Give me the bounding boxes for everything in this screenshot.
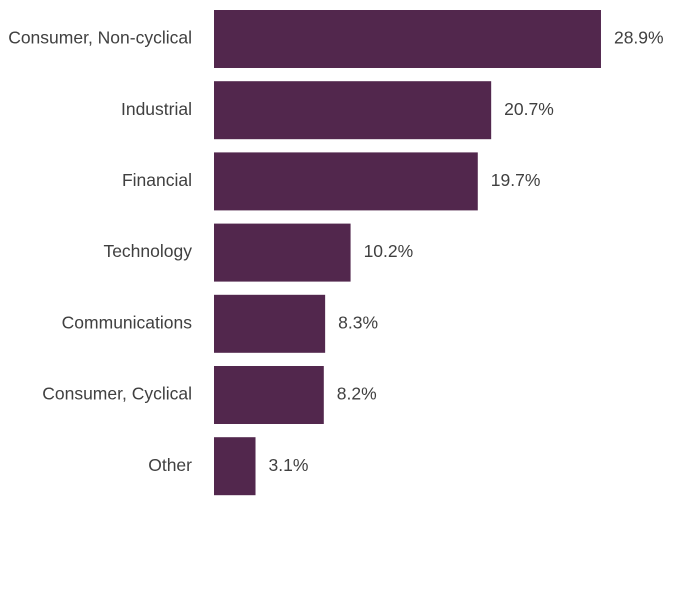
value-label: 8.3%: [338, 312, 378, 332]
value-label: 20.7%: [504, 99, 554, 119]
category-label: Other: [148, 455, 192, 475]
bar: [214, 81, 492, 140]
category-label: Financial: [122, 170, 192, 190]
value-label: 3.1%: [269, 455, 309, 475]
bar: [214, 437, 256, 496]
bar: [214, 152, 478, 211]
bar: [214, 294, 326, 353]
category-label: Industrial: [121, 99, 192, 119]
category-label: Consumer, Cyclical: [42, 384, 192, 404]
category-label: Consumer, Non-cyclical: [8, 28, 192, 48]
category-label: Communications: [62, 312, 193, 332]
bar: [214, 10, 601, 68]
value-label: 8.2%: [337, 384, 377, 404]
value-label: 28.9%: [614, 28, 664, 48]
value-label: 19.7%: [491, 170, 541, 190]
bar: [214, 366, 324, 424]
bar: [214, 223, 351, 282]
value-label: 10.2%: [364, 241, 414, 261]
category-label: Technology: [103, 241, 192, 261]
